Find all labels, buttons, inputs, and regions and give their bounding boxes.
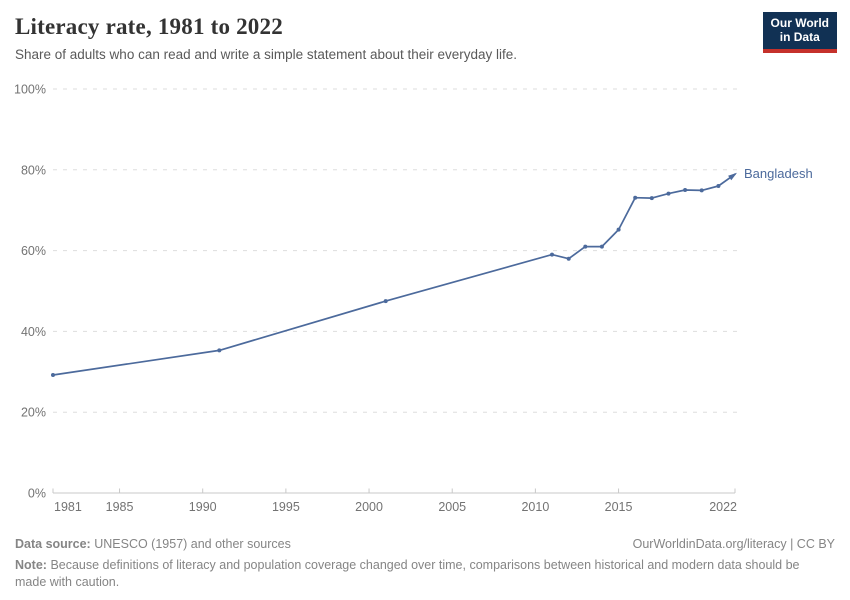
page-title: Literacy rate, 1981 to 2022: [15, 14, 283, 39]
data-source-text: UNESCO (1957) and other sources: [94, 537, 291, 552]
y-axis-label: 60%: [21, 245, 46, 259]
line-end-arrow-icon: [728, 173, 737, 181]
data-point-marker[interactable]: [217, 348, 222, 353]
owid-logo[interactable]: Our World in Data: [762, 12, 837, 53]
x-axis-label: 2000: [355, 500, 383, 514]
data-point-marker[interactable]: [550, 253, 554, 258]
data-point-marker[interactable]: [566, 257, 571, 262]
footnote-label: Note:: [15, 557, 47, 572]
x-axis-label: 1985: [106, 500, 134, 514]
x-axis-label: 2015: [605, 500, 633, 514]
data-point-marker[interactable]: [666, 192, 671, 197]
footnote-text: Because definitions of literacy and popu…: [15, 557, 800, 590]
data-point-marker[interactable]: [649, 196, 654, 201]
y-axis-label: 100%: [14, 83, 46, 97]
line-chart[interactable]: 0% 20% 40% 60% 80% 100% 1981 1985 1990 1995 2000 20…: [0, 69, 850, 526]
data-point-marker[interactable]: [583, 245, 588, 250]
x-axis-label: 2022: [709, 500, 737, 514]
chart-subtitle: Share of adults who can read and write a…: [15, 46, 518, 62]
owid-license-link[interactable]: OurWorldinData.org/literacy | CC BY: [632, 537, 835, 552]
data-point-marker[interactable]: [699, 188, 704, 193]
x-axis-label: 1995: [272, 500, 300, 514]
data-point-marker[interactable]: [716, 184, 721, 189]
data-point-marker[interactable]: [616, 228, 621, 233]
x-axis-label: 2010: [521, 500, 549, 514]
data-point-marker[interactable]: [383, 299, 388, 304]
y-axis-label: 0%: [28, 487, 46, 501]
data-source: Data source: UNESCO (1957) and other sou…: [15, 536, 291, 554]
x-axis-label: 1981: [54, 500, 82, 514]
chart-header: Literacy rate, 1981 to 2022 Share of adu…: [0, 0, 850, 63]
trend-line: [52, 173, 736, 377]
data-source-label: Data source:: [15, 537, 91, 552]
data-point-marker[interactable]: [599, 245, 604, 250]
y-axis-label: 20%: [21, 406, 46, 420]
owid-logo-line2: in Data: [779, 30, 820, 45]
y-axis-label: 40%: [21, 325, 46, 339]
owid-logo-line1: Our World: [770, 16, 829, 30]
series-label-bangladesh[interactable]: Bangladesh: [744, 167, 813, 182]
x-axis-label: 2005: [438, 500, 466, 514]
chart-footer: Data source: UNESCO (1957) and other sou…: [0, 536, 850, 592]
x-axis-label: 1990: [189, 500, 217, 514]
data-point-marker[interactable]: [633, 196, 638, 201]
chart-canvas[interactable]: 0% 20% 40% 60% 80% 100% 1981 1985 1990 1995 2000 20…: [0, 69, 850, 521]
data-point-marker[interactable]: [51, 373, 55, 378]
footnote: Note: Because definitions of literacy an…: [15, 557, 823, 592]
y-axis-label: 80%: [21, 164, 46, 178]
data-point-marker[interactable]: [683, 188, 688, 193]
